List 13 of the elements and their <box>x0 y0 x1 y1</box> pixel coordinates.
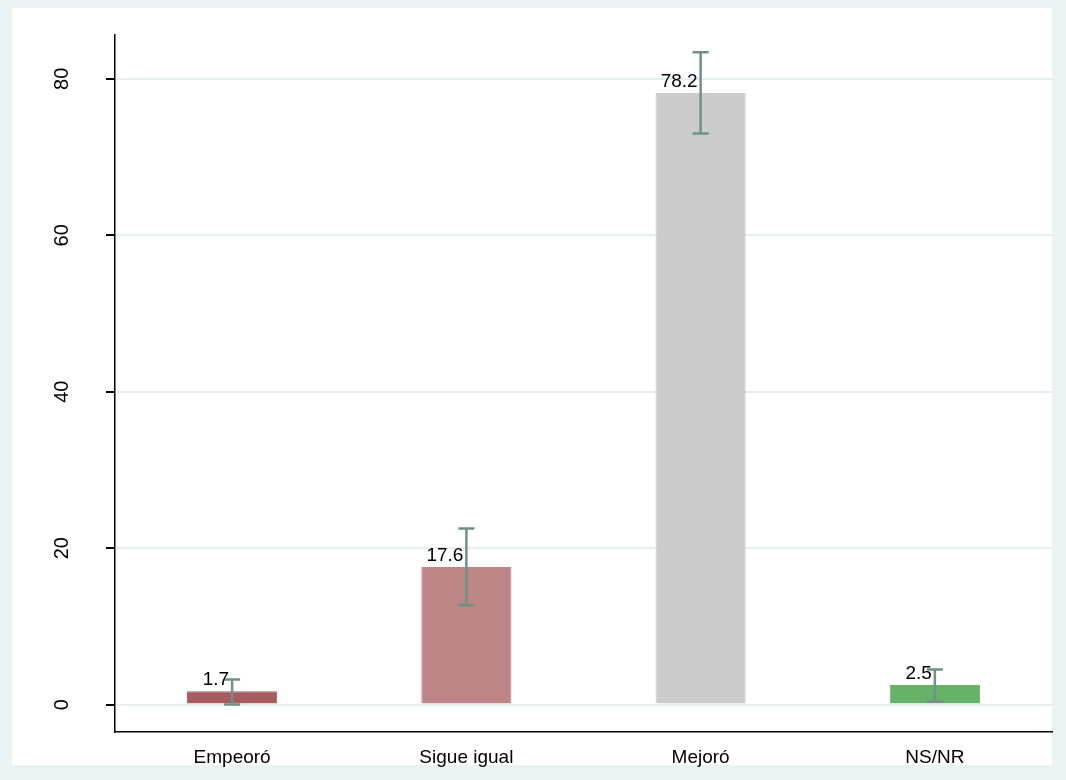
data-label: 1.7 <box>202 668 230 690</box>
x-tick-label: Empeoró <box>193 745 271 767</box>
y-tick-label: 0 <box>49 699 72 711</box>
x-tick-label: Mejoró <box>671 745 730 767</box>
y-tick-label: 40 <box>49 380 72 403</box>
data-label: 2.5 <box>905 662 932 684</box>
y-tick-label: 80 <box>49 67 72 90</box>
y-tick-label: 20 <box>49 537 72 560</box>
data-label: 17.6 <box>426 543 464 565</box>
x-tick-label: Sigue igual <box>419 745 514 767</box>
x-tick-label: NS/NR <box>905 745 965 767</box>
y-tick-label: 60 <box>49 224 72 247</box>
data-label: 78.2 <box>660 69 698 91</box>
